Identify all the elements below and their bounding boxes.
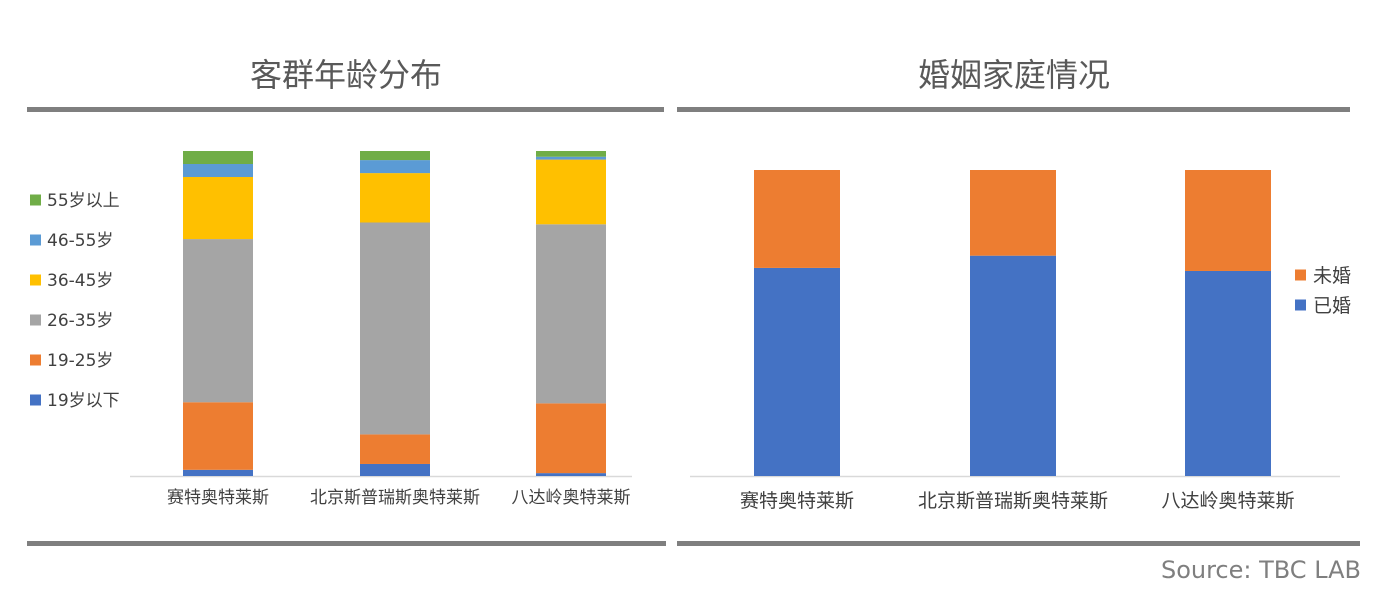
legend-swatch (30, 394, 41, 406)
bar-segment (183, 469, 253, 476)
bar-segment (1185, 170, 1271, 271)
legend-swatch (30, 194, 41, 206)
x-tick-label: 八达岭奥特莱斯 (1161, 490, 1294, 512)
x-tick-label: 八达岭奥特莱斯 (512, 488, 631, 508)
bar-segment (754, 267, 840, 476)
bottom-rule-left (27, 541, 666, 546)
legend-swatch (1295, 299, 1306, 311)
bar-segment (183, 177, 253, 240)
legend-swatch (1295, 269, 1306, 281)
chart-title-age: 客群年龄分布 (249, 56, 442, 94)
bottom-rule-right (677, 541, 1360, 546)
bar-segment (183, 164, 253, 177)
bar-segment (360, 173, 430, 223)
bar-segment (360, 222, 430, 435)
bar-segment (360, 463, 430, 476)
bar-segment (183, 239, 253, 403)
bar-segment (536, 224, 606, 404)
bar-segment (360, 160, 430, 174)
bar-segment (754, 170, 840, 268)
bar-segment (536, 473, 606, 476)
legend-swatch (30, 314, 41, 326)
x-tick-label: 赛特奥特莱斯 (167, 487, 269, 508)
legend-label: 19岁以下 (47, 391, 120, 411)
legend-label: 已婚 (1313, 295, 1351, 317)
bar-segment (183, 151, 253, 164)
top-rule-right (677, 107, 1350, 112)
chart-title-marital: 婚姻家庭情况 (917, 56, 1110, 94)
legend-label: 19-25岁 (47, 351, 113, 371)
legend-swatch (30, 234, 41, 246)
legend-swatch (30, 354, 41, 366)
bar-segment (360, 151, 430, 161)
legend-label: 55岁以上 (47, 191, 120, 211)
bar-segment (536, 403, 606, 474)
x-tick-label: 北京斯普瑞斯奥特莱斯 (918, 490, 1108, 512)
bar-segment (183, 402, 253, 470)
bar-segment (536, 151, 606, 157)
bar-segment (1185, 270, 1271, 476)
source-label: Source: TBC LAB (1160, 556, 1361, 584)
bar-segment (360, 434, 430, 464)
bar-segment (970, 170, 1056, 256)
legend-label: 36-45岁 (47, 271, 113, 291)
legend-label: 26-35岁 (47, 311, 113, 331)
bar-segment (536, 159, 606, 225)
x-tick-label: 赛特奥特莱斯 (740, 490, 854, 512)
x-tick-label: 北京斯普瑞斯奥特莱斯 (310, 488, 480, 508)
top-rule-left (27, 107, 664, 112)
legend-label: 未婚 (1313, 265, 1351, 287)
legend-label: 46-55岁 (47, 231, 113, 251)
bar-segment (536, 156, 606, 160)
bar-segment (970, 255, 1056, 476)
legend-swatch (30, 274, 41, 286)
